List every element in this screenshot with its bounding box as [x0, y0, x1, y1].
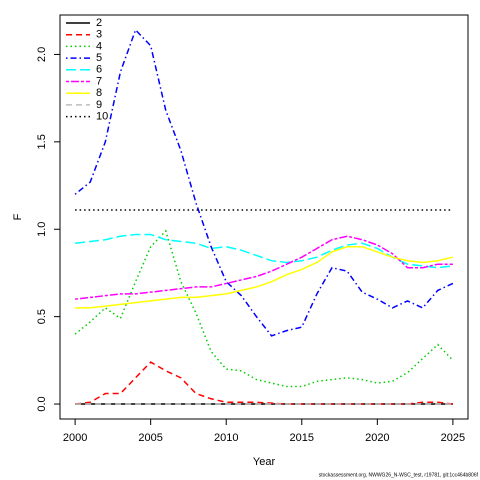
y-tick-label: 0.5	[36, 309, 48, 324]
x-tick-label: 2005	[138, 432, 162, 444]
x-tick-label: 2010	[214, 432, 238, 444]
series-line	[74, 229, 454, 388]
legend-label: 2	[96, 17, 102, 29]
legend-label: 6	[96, 64, 102, 76]
x-tick-label: 2020	[365, 432, 389, 444]
legend-label: 9	[96, 99, 102, 111]
y-tick-label: 2.0	[36, 47, 48, 62]
legend-label: 4	[96, 40, 102, 52]
y-tick-label: 1.0	[36, 222, 48, 237]
legend-label: 7	[96, 75, 102, 87]
series-line	[74, 28, 454, 337]
legend-label: 10	[96, 111, 108, 123]
plot-frame	[59, 14, 469, 420]
x-tick-label: 2025	[441, 432, 465, 444]
x-tick-label: 2000	[63, 432, 87, 444]
x-axis-label: Year	[253, 456, 276, 468]
series-line	[75, 361, 453, 405]
series-line	[75, 233, 453, 269]
legend-label: 3	[96, 29, 102, 41]
series-line	[75, 235, 453, 300]
legend-label: 5	[96, 52, 102, 64]
y-tick-label: 1.5	[36, 134, 48, 149]
y-tick-label: 0.0	[36, 396, 48, 411]
x-tick-label: 2015	[290, 432, 314, 444]
series-line	[75, 245, 454, 309]
footer: stockassessment.org, NWWG26_N-WSC_test, …	[319, 472, 479, 478]
y-axis-label: F	[12, 213, 24, 220]
legend-label: 8	[96, 87, 102, 99]
